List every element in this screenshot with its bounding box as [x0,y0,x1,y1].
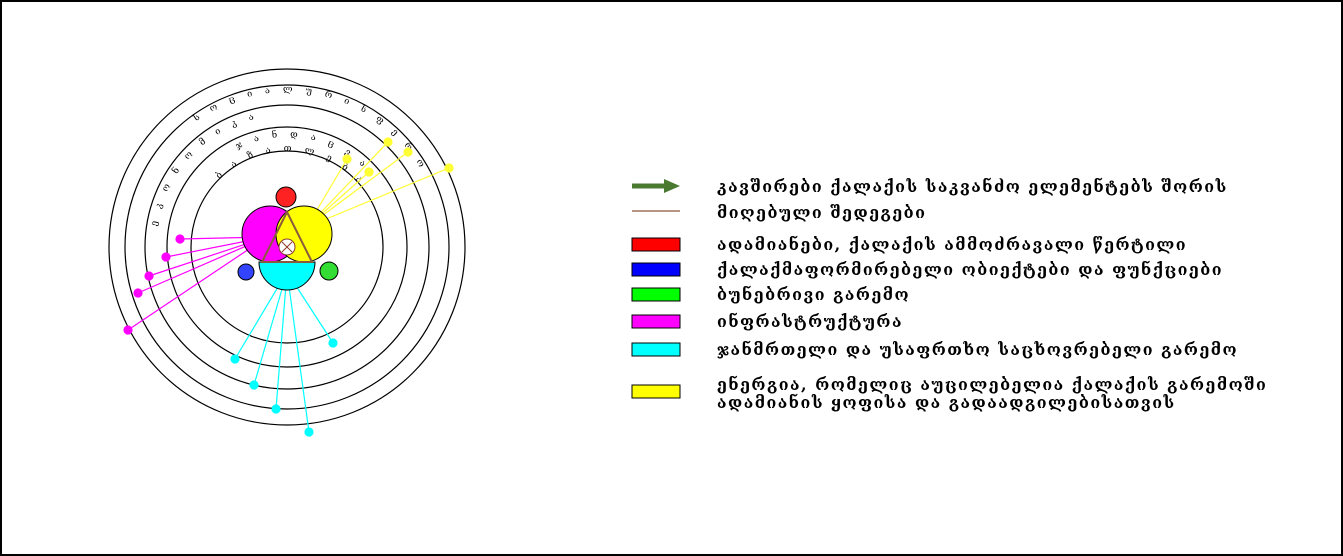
legend-text: მიღებული შედეგები [717,203,926,222]
ring-label-path: ე კ ო ნ ო მ ი კ ა [150,111,255,227]
legend-swatch [631,287,681,302]
legend-text: კავშირები ქალაქის საკვანძო ელემენტებს შო… [717,177,1228,196]
infra-links [123,234,268,335]
ring [166,126,408,368]
health-links [230,271,338,437]
ring-label: ე კ ო ნ ო მ ი კ ა [150,111,260,227]
ring [144,104,430,390]
objects-node [237,263,255,281]
legend-text: ადამიანები, ქალაქის ამმოძრავალი წერტილი [717,235,1187,254]
legend-swatch [631,237,681,252]
rings [108,68,466,426]
arrow-head [664,179,680,193]
ring [124,84,450,410]
legend-swatch [631,342,681,357]
legend-text: ჯანმრთელი და უსაფრთხო საცხოვრებელი გარემ… [717,340,1238,359]
legend [632,179,680,212]
ring [190,150,384,344]
energy-links [306,137,454,228]
core [237,186,339,291]
legend-text: ბუნებრივი გარემო [717,285,910,304]
triangle [260,209,314,263]
ring [108,68,466,426]
legend-swatch [631,384,681,399]
legend-text: ინფრასტრუქტურა [717,312,903,331]
legend-text: ენერგია, რომელიც აუცილებელია ქალაქის გარ… [717,375,1267,394]
nature-node [319,261,339,281]
legend-swatch [631,262,681,277]
legend-swatch [631,314,681,329]
legend-texts: კავშირები ქალაქის საკვანძო ელემენტებს შო… [717,177,1228,222]
people-node [275,186,297,208]
legend-text: ადამიანის ყოფისა და გადაადგილებისათვის [717,393,1176,412]
health-node [258,261,316,291]
legend-items: ადამიანები, ქალაქის ამმოძრავალი წერტილი ქ… [631,235,1267,412]
legend-text: ქალაქმაფორმირებელი ობიექტები და ფუნქციებ… [717,260,1223,279]
